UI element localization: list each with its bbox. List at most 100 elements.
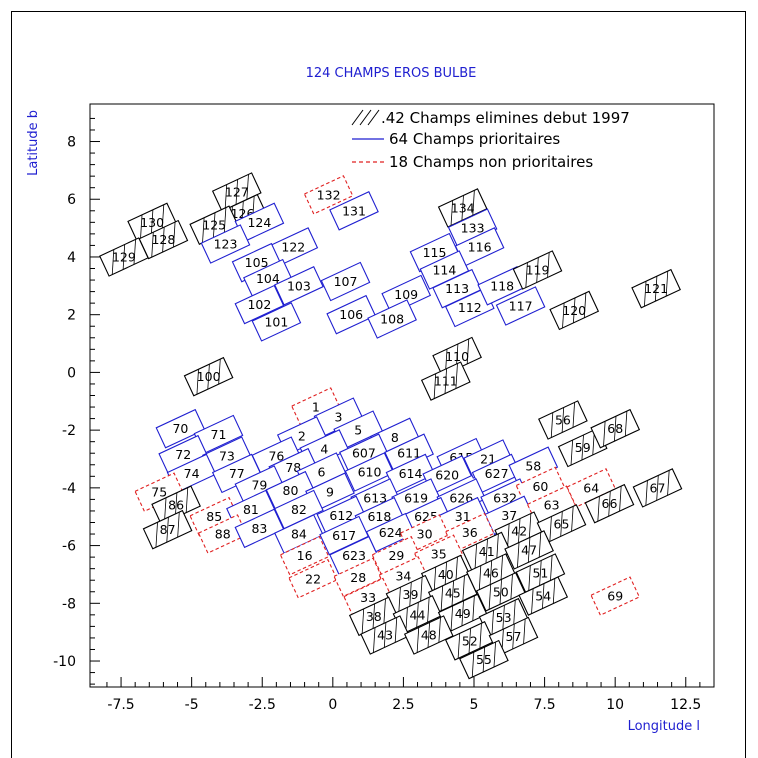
field-label: 624: [379, 525, 403, 540]
field-63: 63: [526, 485, 577, 525]
field-box: [251, 302, 302, 342]
field-hatch: [140, 214, 143, 240]
field-hatch: [202, 217, 205, 243]
field-hatch: [383, 622, 387, 648]
field-hatch: [444, 561, 447, 587]
field-label: 74: [184, 466, 200, 481]
field-hatch: [478, 565, 482, 591]
field-37: 37: [484, 495, 535, 536]
field-label: 81: [243, 502, 259, 517]
field-label: 132: [317, 187, 341, 202]
field-626: 626: [436, 478, 487, 518]
field-label: 131: [342, 203, 366, 218]
field-74: 74: [166, 453, 217, 494]
field-104: 104: [243, 258, 293, 299]
field-hatch: [549, 516, 552, 542]
field-hatch: [433, 373, 437, 399]
field-label: 623: [342, 548, 366, 563]
field-box: [234, 508, 285, 549]
field-label: 29: [388, 548, 404, 563]
field-76: 76: [251, 436, 302, 476]
field-hatch: [438, 617, 441, 643]
field-42: 42: [494, 511, 545, 551]
x-axis: -7.5 -5 -2.5 0 2.5 5 7.5 10 12.5: [106, 677, 715, 713]
field-hatch: [466, 338, 470, 364]
field-hatch: [133, 239, 136, 265]
field-label: 111: [434, 374, 458, 389]
field-label: 613: [363, 491, 387, 506]
field-label: 133: [461, 221, 485, 236]
field-label: 41: [479, 544, 495, 559]
field-103: 103: [274, 266, 324, 306]
field-hatch: [161, 204, 165, 230]
field-label: 66: [602, 496, 618, 511]
field-label: 72: [175, 447, 191, 462]
field-box: [155, 408, 206, 449]
field-hatch: [398, 587, 401, 613]
field-box: [303, 175, 354, 215]
field-box: [200, 224, 251, 264]
field-hatch: [444, 368, 447, 394]
field-118: 118: [477, 266, 528, 306]
field-hatch: [528, 565, 531, 591]
field-116: 116: [454, 227, 505, 267]
field-54: 54: [518, 576, 569, 616]
field-hatch: [207, 364, 210, 390]
field-hatch: [416, 602, 419, 628]
field-121: 121: [631, 268, 681, 309]
field-label: 123: [214, 237, 238, 252]
field-hatch: [462, 575, 465, 601]
field-label: 69: [607, 589, 623, 604]
field-label: 64: [583, 480, 599, 495]
field-label: 611: [397, 446, 421, 461]
field-label: 627: [485, 466, 509, 481]
field-hatch: [383, 598, 386, 624]
field-hatch: [474, 543, 478, 570]
y-tick-label: -8: [62, 596, 76, 612]
field-label: 87: [160, 522, 176, 537]
field-119: 119: [512, 250, 563, 290]
field-hatch: [196, 369, 199, 395]
legend: .42 Champs elimines debut 1997 64 Champs…: [351, 109, 630, 171]
y-tick-label: -2: [62, 423, 76, 439]
field-hatch: [528, 513, 532, 539]
field-66: 66: [584, 483, 635, 524]
field-hatch: [531, 588, 534, 614]
field-hatch: [603, 421, 606, 447]
x-tick-label: 10: [606, 697, 624, 713]
field-hatch: [571, 506, 574, 532]
field-box: [344, 452, 395, 492]
field-label: 110: [445, 349, 469, 364]
field-hatch: [502, 605, 505, 631]
field-label: 35: [431, 547, 447, 562]
field-131: 131: [329, 191, 379, 231]
field-label: 36: [462, 525, 478, 540]
field-hatch: [665, 271, 669, 297]
field-hatch: [451, 580, 454, 606]
field-51: 51: [515, 553, 566, 593]
field-label: 67: [650, 480, 666, 495]
x-tick-label: -2.5: [249, 697, 276, 713]
field-hatch: [573, 297, 576, 323]
field-hatch: [235, 179, 238, 205]
field-87: 87: [142, 509, 193, 550]
field-label: 50: [493, 584, 509, 599]
field-label: 617: [332, 528, 356, 543]
field-hatch: [373, 627, 376, 653]
field-65: 65: [536, 504, 587, 544]
field-hatch: [450, 605, 454, 632]
y-tick-label: 4: [67, 250, 76, 266]
field-hatch: [510, 574, 513, 600]
field-label: 38: [366, 609, 382, 624]
y-tick-label: 8: [67, 135, 76, 151]
field-label: 127: [225, 185, 249, 200]
field-label: 104: [256, 271, 280, 286]
field-label: 106: [339, 307, 363, 322]
field-label: 626: [449, 491, 473, 506]
field-134: 134: [437, 188, 488, 228]
field-hatch: [472, 190, 475, 216]
field-hatch: [518, 518, 521, 544]
field-102: 102: [234, 284, 285, 325]
field-label: 108: [380, 312, 404, 327]
